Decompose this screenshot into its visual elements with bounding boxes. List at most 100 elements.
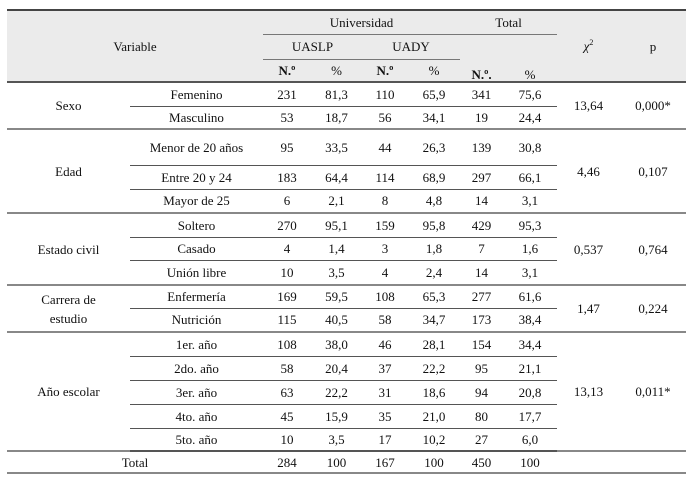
table-row: Sexo Femenino 231 81,3 110 65,9 341 75,6… <box>7 82 687 130</box>
row-label: 5to. año <box>130 428 263 452</box>
header-p: p <box>620 9 687 83</box>
cell-uady-pct: 10,2 <box>408 428 461 452</box>
cell-uady-pct: 2,4 <box>408 260 461 286</box>
header-uaslp-n: N.º <box>263 59 311 83</box>
cell-uady-n: 44 <box>362 129 408 166</box>
cell-total-pct: 1,6 <box>503 237 558 261</box>
cell-uaslp-n: 115 <box>263 308 311 333</box>
cell-p: 0,011* <box>620 332 687 452</box>
cell-total-n: 80 <box>460 404 504 429</box>
total-total-n: 450 <box>460 451 504 474</box>
table-row: Casado 4 1,4 3 1,8 7 1,6 <box>7 237 686 261</box>
cell-total-pct: 66,1 <box>503 165 558 190</box>
table-row: Entre 20 y 24 183 64,4 114 68,9 297 66,1 <box>7 165 686 190</box>
cell-uady-n: 108 <box>362 285 408 309</box>
cell-uaslp-n: 10 <box>263 260 311 286</box>
cell-chi2: 0,537 <box>557 213 621 286</box>
cell-uaslp-n: 231 <box>263 82 311 107</box>
group-label-ano-escolar: Año escolar <box>7 332 130 452</box>
header-total: Total <box>460 9 558 35</box>
cell-total-n: 94 <box>460 380 504 405</box>
cell-total-n: 297 <box>460 165 504 190</box>
table-header: Variable Universidad Total χ2 p UASLP UA… <box>7 9 687 83</box>
cell-total-pct: 75,6 <box>503 82 558 107</box>
cell-uaslp-n: 95 <box>263 129 311 166</box>
cell-chi2: 13,64 <box>557 82 621 130</box>
table-body: Sexo Femenino 231 81,3 110 65,9 341 75,6… <box>7 82 687 474</box>
cell-uady-pct: 34,1 <box>408 106 461 130</box>
cell-uady-pct: 4,8 <box>408 189 461 214</box>
cell-uaslp-pct: 18,7 <box>311 106 362 130</box>
cell-uady-pct: 65,3 <box>408 285 461 309</box>
table-row: Carrera de estudio Enfermería 169 59,5 10… <box>7 285 687 333</box>
cell-p: 0,224 <box>620 285 687 333</box>
cell-total-n: 19 <box>460 106 504 130</box>
cell-uaslp-n: 63 <box>263 380 311 405</box>
table-row: Año escolar 1er. año 108 38,0 46 28,1 15… <box>7 332 687 452</box>
table-row: 3er. año 63 22,2 31 18,6 94 20,8 <box>7 380 686 405</box>
cell-total-n: 27 <box>460 428 504 452</box>
cell-total-n: 429 <box>460 213 504 238</box>
cell-uaslp-pct: 3,5 <box>311 260 362 286</box>
total-uady-n: 167 <box>362 451 408 474</box>
row-label: Soltero <box>130 213 263 238</box>
cell-uaslp-pct: 33,5 <box>311 129 362 166</box>
header-uady: UADY <box>362 34 461 60</box>
cell-uaslp-n: 108 <box>263 332 311 357</box>
table-row: Estado civil Soltero 270 95,1 159 95,8 4… <box>7 213 687 286</box>
cell-uaslp-pct: 95,1 <box>311 213 362 238</box>
cell-uaslp-pct: 3,5 <box>311 428 362 452</box>
cell-uaslp-pct: 59,5 <box>311 285 362 309</box>
cell-total-pct: 24,4 <box>503 106 558 130</box>
row-label: 2do. año <box>130 356 263 381</box>
table-row: Mayor de 25 6 2,1 8 4,8 14 3,1 <box>7 189 686 214</box>
cell-uaslp-pct: 40,5 <box>311 308 362 333</box>
row-label: Menor de 20 años <box>130 129 263 166</box>
header-uady-n: N.º <box>362 59 408 83</box>
table-row: 2do. año 58 20,4 37 22,2 95 21,1 <box>7 356 686 381</box>
row-label: Mayor de 25 <box>130 189 263 214</box>
cell-uady-n: 37 <box>362 356 408 381</box>
header-uaslp-pct: % <box>311 59 362 83</box>
total-uaslp-n: 284 <box>263 451 311 474</box>
cell-uaslp-pct: 38,0 <box>311 332 362 357</box>
group-label-carrera: Carrera de estudio <box>7 285 130 333</box>
row-label: Nutrición <box>130 308 263 333</box>
cell-total-pct: 61,6 <box>503 285 558 309</box>
cell-uady-pct: 28,1 <box>408 332 461 357</box>
cell-uady-pct: 68,9 <box>408 165 461 190</box>
table-row: Edad Menor de 20 años 95 33,5 44 26,3 13… <box>7 129 687 214</box>
cell-uaslp-n: 183 <box>263 165 311 190</box>
cell-uaslp-n: 270 <box>263 213 311 238</box>
cell-uady-n: 110 <box>362 82 408 107</box>
table-row: Nutrición 115 40,5 58 34,7 173 38,4 <box>7 308 686 333</box>
results-table: Variable Universidad Total χ2 p UASLP UA… <box>7 9 687 474</box>
cell-chi2: 4,46 <box>557 129 621 214</box>
cell-uady-n: 58 <box>362 308 408 333</box>
row-label: 3er. año <box>130 380 263 405</box>
cell-uaslp-n: 6 <box>263 189 311 214</box>
row-label: Enfermería <box>130 285 263 309</box>
cell-total-pct: 20,8 <box>503 380 558 405</box>
header-variable: Variable <box>7 9 263 83</box>
row-label: 4to. año <box>130 404 263 429</box>
total-n-label: N.º. <box>471 66 492 82</box>
cell-uaslp-n: 58 <box>263 356 311 381</box>
header-total-blank <box>460 34 558 59</box>
cell-total-pct: 30,8 <box>503 129 558 166</box>
cell-uaslp-pct: 1,4 <box>311 237 362 261</box>
cell-uady-n: 56 <box>362 106 408 130</box>
header-total-n: N.º. <box>460 59 504 83</box>
header-chi2: χ2 <box>557 9 621 83</box>
row-label: Entre 20 y 24 <box>130 165 263 190</box>
cell-total-n: 14 <box>460 260 504 286</box>
cell-uady-n: 114 <box>362 165 408 190</box>
total-p-blank <box>620 451 687 474</box>
group-label-line2: estudio <box>49 310 88 326</box>
header-total-pct: % <box>503 59 558 83</box>
cell-total-n: 139 <box>460 129 504 166</box>
total-total-pct: 100 <box>503 451 558 474</box>
total-row: Total 284 100 167 100 450 100 <box>7 451 687 474</box>
cell-p: 0,764 <box>620 213 687 286</box>
chi-symbol: χ <box>583 38 590 54</box>
